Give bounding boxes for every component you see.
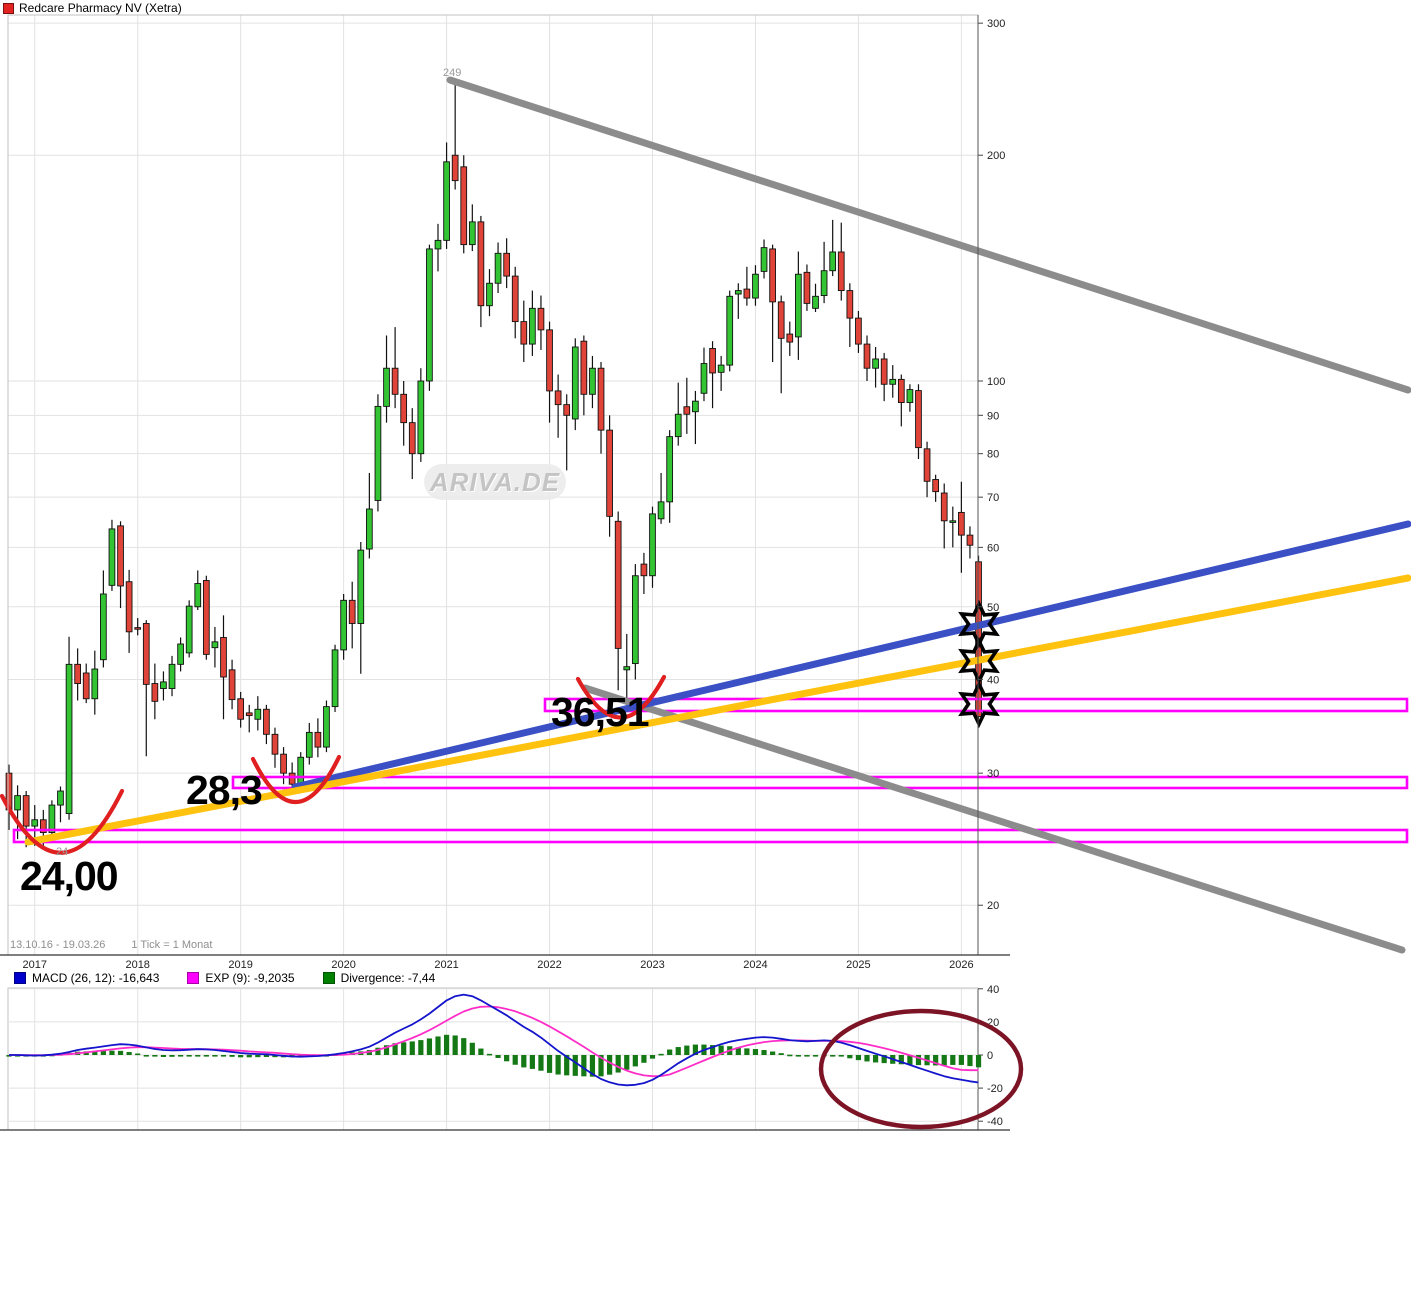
candles — [5, 83, 982, 848]
tick-info: 1 Tick = 1 Monat — [131, 939, 213, 951]
svg-text:2017: 2017 — [22, 959, 46, 971]
legend-divergence-label: Divergence: -7,44 — [340, 971, 436, 985]
legend-item-macd: MACD (26, 12): -16,643 — [14, 971, 159, 985]
svg-text:80: 80 — [987, 449, 999, 461]
svg-text:2021: 2021 — [434, 959, 458, 971]
legend-item-divergence: Divergence: -7,44 — [322, 971, 436, 985]
overlays — [0, 76, 1411, 954]
svg-text:50: 50 — [987, 602, 999, 614]
titlebar: Redcare Pharmacy NV (Xetra) — [3, 1, 182, 15]
svg-text:2023: 2023 — [640, 959, 664, 971]
series-color-icon — [3, 2, 14, 14]
svg-text:30: 30 — [987, 768, 999, 780]
legend-exp-label: EXP (9): -9,2035 — [205, 971, 295, 985]
svg-text:20: 20 — [987, 900, 999, 912]
exp-swatch-icon — [187, 972, 200, 984]
svg-text:90: 90 — [987, 410, 999, 422]
annotation-small-24: 24 — [56, 846, 69, 858]
annotation-low-24: 24,00 — [20, 853, 119, 899]
svg-text:2025: 2025 — [846, 959, 870, 971]
divergence-swatch-icon — [322, 972, 335, 984]
svg-text:0: 0 — [987, 1050, 993, 1062]
watermark: ARIVA.DE — [424, 464, 566, 500]
svg-text:40: 40 — [987, 984, 999, 996]
svg-text:2026: 2026 — [949, 959, 973, 971]
footer: 13.10.16 - 19.03.26 1 Tick = 1 Monat — [10, 939, 238, 951]
svg-text:70: 70 — [987, 492, 999, 504]
svg-text:2018: 2018 — [125, 959, 149, 971]
svg-text:-20: -20 — [987, 1083, 1003, 1095]
svg-text:2020: 2020 — [331, 959, 355, 971]
svg-text:300: 300 — [987, 18, 1005, 30]
macd-swatch-icon — [14, 972, 26, 984]
legend-item-exp: EXP (9): -9,2035 — [187, 971, 295, 985]
svg-text:2024: 2024 — [743, 959, 767, 971]
svg-text:60: 60 — [987, 542, 999, 554]
page-title: Redcare Pharmacy NV (Xetra) — [19, 1, 182, 15]
legend-macd-label: MACD (26, 12): -16,643 — [32, 971, 160, 985]
svg-text:2022: 2022 — [537, 959, 561, 971]
indicator-legend: MACD (26, 12): -16,643 EXP (9): -9,2035 … — [14, 971, 463, 985]
annotation-low-36: 36,51 — [551, 689, 650, 735]
grid-lines — [8, 15, 978, 1130]
annotation-low-28: 28,3 — [186, 767, 263, 813]
svg-text:-40: -40 — [987, 1116, 1003, 1128]
svg-text:40: 40 — [987, 674, 999, 686]
svg-text:100: 100 — [987, 376, 1005, 388]
svg-text:2019: 2019 — [228, 959, 252, 971]
annotation-peak-249: 249 — [443, 67, 462, 79]
svg-text:200: 200 — [987, 150, 1005, 162]
date-range: 13.10.16 - 19.03.26 — [10, 939, 106, 951]
